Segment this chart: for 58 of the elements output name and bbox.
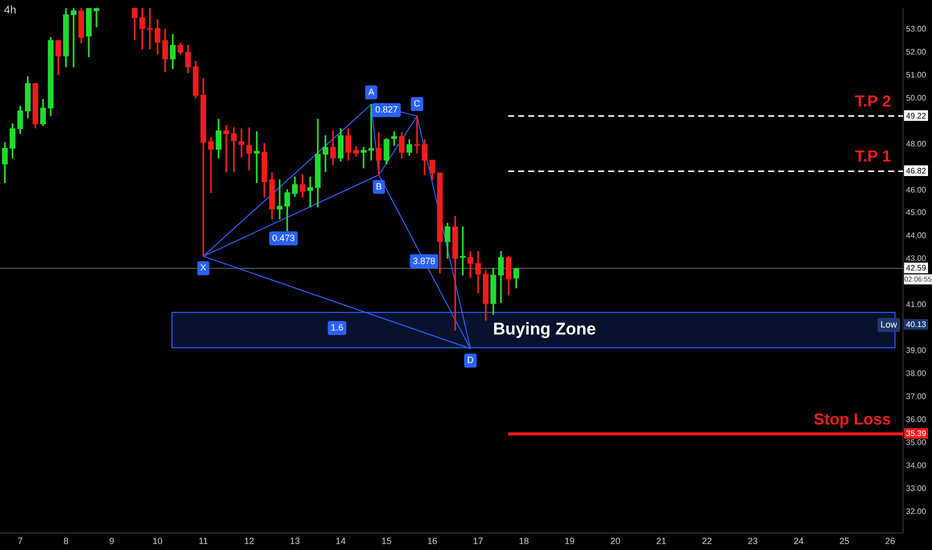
annotation: 3.878	[412, 256, 436, 266]
y-tick-label: 40.13	[906, 320, 927, 330]
y-tick-label: 49.22	[906, 111, 927, 120]
annotation: 0.827	[375, 104, 398, 115]
y-tick-label: 51.00	[906, 70, 927, 80]
y-tick-label: 39.00	[906, 346, 927, 356]
x-tick-label: 7	[18, 536, 23, 546]
x-tick-label: 14	[336, 536, 346, 546]
x-tick-label: 17	[473, 536, 484, 546]
band-label: Buying Zone	[493, 320, 596, 339]
data-label: B	[376, 181, 382, 192]
y-tick-label: 53.00	[906, 24, 927, 34]
x-tick-label: 12	[244, 536, 254, 546]
x-tick-label: 23	[748, 536, 758, 546]
x-tick-label: 20	[610, 536, 620, 546]
ref-line-label: T.P 1	[854, 148, 892, 166]
chart-title: 4h	[4, 4, 16, 17]
ref-line-label: T.P 2	[854, 93, 892, 110]
y-tick-label: 44.00	[906, 231, 927, 240]
y-tick-label: 37.00	[906, 392, 927, 402]
x-tick-label: 13	[290, 536, 300, 546]
annotation: Low	[880, 319, 898, 330]
x-tick-label: 8	[63, 536, 68, 546]
y-tick-label: 34.00	[906, 461, 927, 470]
data-label: A	[368, 86, 374, 97]
x-tick-label: 9	[109, 536, 114, 546]
y-tick-label: 33.00	[906, 484, 927, 494]
annotation: 1.6	[330, 322, 344, 332]
data-label: X	[200, 262, 206, 273]
y-tick-label: 42.59	[906, 264, 927, 273]
y-tick-label: 32.00	[906, 507, 927, 516]
x-tick-label: 21	[656, 536, 666, 546]
x-tick-label: 18	[518, 536, 529, 546]
x-tick-label: 15	[381, 536, 392, 546]
x-tick-label: 16	[427, 536, 438, 546]
y-tick-label: 36.00	[906, 415, 927, 424]
y-tick-label: 46.82	[906, 166, 927, 176]
y-tick-label: 45.00	[906, 208, 927, 218]
annotation: 0.473	[272, 232, 295, 243]
x-tick-label: 11	[198, 536, 208, 546]
y-tick-label: 38.00	[906, 369, 927, 378]
y-tick-label: 43.00	[906, 254, 927, 264]
x-tick-label: 10	[152, 536, 163, 546]
y-tick-label: 48.00	[906, 139, 927, 148]
y-tick-label: 41.00	[906, 300, 927, 310]
x-tick-label: 24	[794, 536, 804, 546]
ref-line-label: Stop Loss	[814, 411, 892, 428]
x-tick-label: 26	[885, 536, 896, 546]
y-tick-label: 35.00	[906, 438, 927, 448]
x-tick-label: 25	[839, 536, 850, 546]
y-tick-label: 46.00	[906, 185, 927, 194]
x-tick-label: 22	[702, 536, 712, 546]
data-label: D	[467, 355, 474, 366]
data-label: C	[414, 98, 421, 109]
y-tick-label: 50.00	[906, 93, 927, 102]
y-tick-label: 52.00	[906, 47, 927, 56]
x-tick-label: 19	[564, 536, 575, 546]
y-tick-label: 35.39	[906, 429, 927, 438]
